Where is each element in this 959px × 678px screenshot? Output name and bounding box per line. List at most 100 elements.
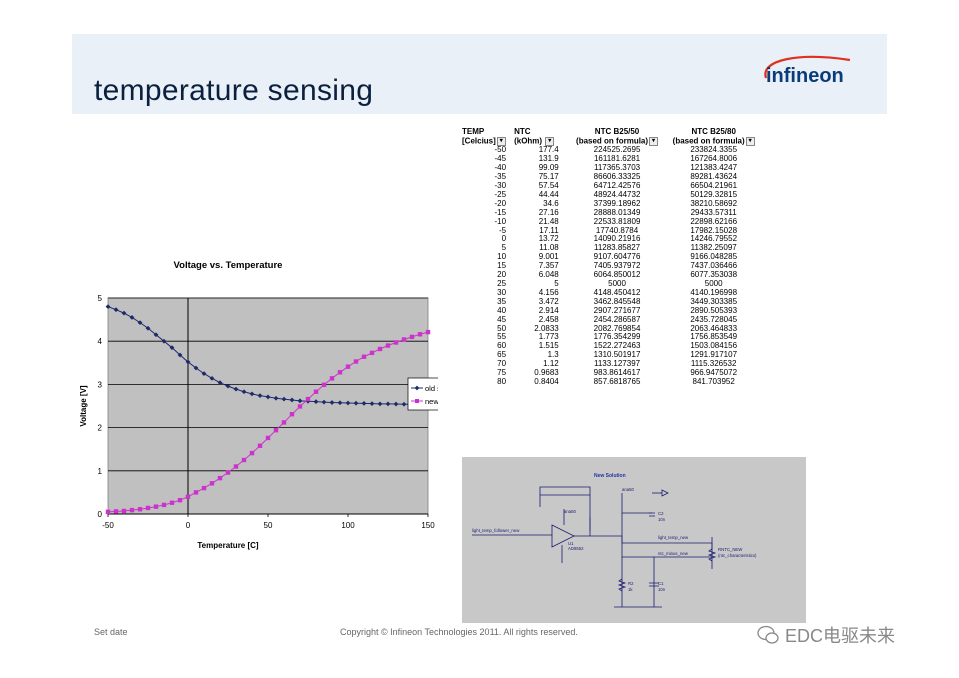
data-point <box>385 343 391 348</box>
data-point <box>369 350 375 356</box>
data-point <box>137 320 143 326</box>
data-point <box>281 420 287 425</box>
table-header-cell: TEMP <box>462 127 485 136</box>
table-row: 40 2.914 2907.271677 2890.505393 <box>462 305 762 316</box>
table-cell: 17982.15028 <box>690 225 738 235</box>
data-point <box>145 325 151 331</box>
data-point <box>201 485 207 491</box>
voltage-chart: 0 1 2 3 4 5 -50 0 50 100 150 Voltage vs. Temperatur… <box>72 248 438 560</box>
table-cell: 9.001 <box>538 252 559 262</box>
table-cell: 35 <box>497 296 507 306</box>
y-tick-label: 4 <box>98 337 103 346</box>
table-cell: 1133.127397 <box>593 359 641 369</box>
filter-dropdown-icon[interactable]: ▾ <box>496 136 506 146</box>
y-tick-label: 0 <box>98 510 103 519</box>
header-band: temperature sensing infineon <box>72 34 887 114</box>
table-cell: 6064.850012 <box>593 270 641 280</box>
table-cell: 3462.845548 <box>593 296 641 306</box>
table-row: 75 0.9683 983.8614617 966.9475072 <box>462 368 762 378</box>
chart-svg: 0 1 2 3 4 5 -50 0 50 100 150 Voltage vs. Temperatur… <box>72 248 438 560</box>
r2-label: R2 <box>628 581 634 586</box>
table-header-cell: (based on formula) <box>576 136 649 146</box>
table-cell: 40 <box>497 305 507 315</box>
table-row: -45 131.9 161181.6281 167264.8006 <box>462 154 762 164</box>
filter-dropdown-icon[interactable]: ▾ <box>649 136 659 146</box>
data-point <box>233 386 239 392</box>
data-point <box>289 397 295 403</box>
table-row: -20 34.6 37399.18962 38210.58692 <box>462 198 762 209</box>
wechat-icon <box>757 625 779 644</box>
table-header-cell: NTC B25/80 <box>691 127 736 136</box>
y-tick-label: 1 <box>98 467 103 476</box>
data-point <box>193 365 199 371</box>
table-row: 65 1.3 1310.501917 1291.917107 <box>462 350 762 360</box>
filter-dropdown-icon[interactable]: ▾ <box>745 136 755 146</box>
data-point <box>353 400 359 406</box>
table-cell: 28888.01349 <box>593 207 641 217</box>
data-point <box>225 383 231 389</box>
footer-date: Set date <box>94 627 128 637</box>
watermark-text: EDC电驱未来 <box>785 626 896 646</box>
table-cell: 966.9475072 <box>690 368 738 378</box>
schematic-title: New Solution <box>594 473 626 479</box>
table-cell: 3449.303385 <box>690 296 738 306</box>
page-title: temperature sensing <box>94 74 374 107</box>
data-point <box>249 391 255 397</box>
table-cell: 55 <box>497 332 507 342</box>
table-cell: 1776.354299 <box>593 332 641 342</box>
legend-box <box>407 377 438 411</box>
data-point <box>361 401 367 406</box>
x-tick-label: 150 <box>421 521 435 530</box>
table-cell: 30 <box>497 287 507 297</box>
table-cell: -15 <box>494 207 507 217</box>
table-cell: 1522.272463 <box>593 341 641 351</box>
table-row: -30 57.54 64712.42576 66504.21961 <box>462 181 762 191</box>
table-cell: -45 <box>494 154 507 164</box>
table-cell: 2.0833 <box>534 323 559 333</box>
table-row: -5 17.11 17740.8784 17982.15028 <box>462 225 762 236</box>
table-cell: -20 <box>494 198 507 208</box>
table-cell: 7437.036466 <box>690 261 738 271</box>
schematic-svg: New Solution light_temp_follower_new ana… <box>472 473 757 608</box>
table-cell: 983.8614617 <box>593 368 641 378</box>
table-cell: 9166.048285 <box>690 252 738 262</box>
table-cell: 161181.6281 <box>593 154 641 164</box>
data-point <box>305 396 311 402</box>
table-cell: 857.6818765 <box>593 376 641 386</box>
table-cell: -30 <box>494 181 507 191</box>
data-point <box>217 475 223 481</box>
table-cell: 5000 <box>704 279 723 289</box>
data-point <box>129 507 135 513</box>
table-cell: 75 <box>497 368 507 378</box>
table-cell: 17.11 <box>539 225 559 235</box>
data-point <box>401 401 407 407</box>
table-cell: 1.773 <box>538 332 559 342</box>
y-tick-label: 2 <box>98 424 103 433</box>
table-header-row: TEMP NTC NTC B25/50 NTC B25/80 <box>462 127 762 137</box>
table-cell: 45 <box>497 314 507 324</box>
data-point <box>177 352 183 358</box>
table-row: 30 4.156 4148.450412 4140.196998 <box>462 287 762 298</box>
data-point <box>257 443 263 448</box>
table-cell: 131.9 <box>538 154 559 164</box>
table-cell: 20 <box>497 270 507 280</box>
filter-dropdown-icon[interactable]: ▾ <box>545 136 555 146</box>
table-cell: 2454.286587 <box>593 314 641 324</box>
table-cell: 3.472 <box>538 296 559 306</box>
table-cell: 75.17 <box>538 172 559 182</box>
logo-swoosh <box>764 55 851 79</box>
table-cell: -10 <box>494 216 507 226</box>
data-point <box>425 329 431 335</box>
u1-part-label: AD8552 <box>568 546 584 551</box>
ntc-table: TEMP NTC NTC B25/50 NTC B25/80 [Celcius]… <box>462 127 762 387</box>
data-point <box>257 393 263 399</box>
table-cell: 14246.79552 <box>690 234 738 244</box>
table-cell: 57.54 <box>538 181 559 191</box>
data-point <box>209 375 215 381</box>
data-point <box>145 505 151 511</box>
table-cell: 70 <box>497 359 507 369</box>
data-point <box>329 400 335 405</box>
table-cell: 89281.43624 <box>690 172 738 182</box>
table-cell: 117365.3703 <box>593 163 641 173</box>
data-point <box>241 457 247 463</box>
